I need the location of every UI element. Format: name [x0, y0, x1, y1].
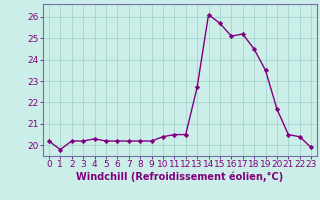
X-axis label: Windchill (Refroidissement éolien,°C): Windchill (Refroidissement éolien,°C): [76, 172, 284, 182]
